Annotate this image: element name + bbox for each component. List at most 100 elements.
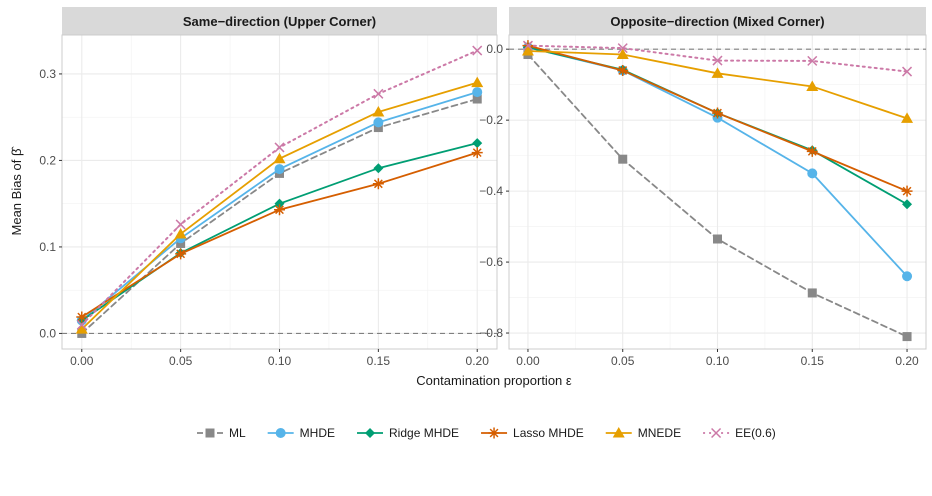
data-point-lasso-mhde <box>901 185 913 197</box>
legend-label: EE(0.6) <box>735 426 776 440</box>
data-point-mhde <box>274 164 285 175</box>
data-point-ee-0-6 <box>807 55 818 66</box>
data-point-ee-0-6 <box>617 43 628 54</box>
panel-opposite-direction: Opposite−direction (Mixed Corner) 0.00 0.… <box>479 7 927 368</box>
series-ee-0-6 <box>522 40 913 77</box>
data-point-mnede <box>711 67 724 78</box>
legend-label: MNEDE <box>638 426 681 440</box>
data-point-ee-0-6 <box>76 319 87 330</box>
y-tick-label: 0.2 <box>39 153 56 167</box>
data-point-ee-0-6 <box>712 55 723 66</box>
y-tick-label: 0.3 <box>39 67 56 81</box>
series-mnede <box>521 44 914 123</box>
data-point-ml <box>176 238 186 248</box>
x-tick-label: 0.10 <box>268 354 292 368</box>
legend-label: Lasso MHDE <box>513 426 584 440</box>
data-point-lasso-mhde <box>76 311 88 323</box>
data-point-ridge-mhde <box>472 138 483 149</box>
data-point-lasso-mhde <box>274 204 285 216</box>
series-ee-0-6 <box>76 45 483 330</box>
data-point-ee-0-6 <box>274 142 285 153</box>
legend-item-mnede: MNEDE <box>605 426 681 440</box>
x-tick-label: 0.05 <box>611 354 635 368</box>
y-tick-label: −0.4 <box>479 184 503 198</box>
data-point-ml <box>618 154 628 164</box>
panel-strip <box>509 7 926 35</box>
data-point-ridge-mhde <box>902 199 913 210</box>
legend-item-ee-0-6: EE(0.6) <box>703 426 776 440</box>
tick-labels: 0.00 0.05 0.10 0.15 0.20 0.0 −0.2 −0.4 −0.6 −0.8 <box>479 42 919 368</box>
x-tick-label: 0.05 <box>169 354 193 368</box>
legend-key-marker <box>275 428 286 438</box>
y-tick-label: −0.2 <box>479 113 503 127</box>
series-group <box>75 45 484 338</box>
series-mnede <box>75 76 484 334</box>
data-point-mhde <box>807 168 818 179</box>
legend-key-marker <box>612 427 625 438</box>
legend-label: Ridge MHDE <box>389 426 459 440</box>
data-point-mhde <box>902 271 913 282</box>
data-point-mnede <box>75 323 88 334</box>
data-point-lasso-mhde <box>175 248 187 260</box>
legend-key-marker <box>488 427 500 439</box>
legend: ML MHDE Ridge MHDE Lasso MHDE MNEDE EE(0.6) <box>197 426 776 440</box>
legend-item-lasso-mhde: Lasso MHDE <box>481 426 584 440</box>
data-point-ml <box>807 288 817 298</box>
panel-title: Opposite−direction (Mixed Corner) <box>610 14 824 29</box>
data-point-ml <box>472 94 482 104</box>
data-point-mnede <box>372 105 385 117</box>
legend-item-ridge-mhde: Ridge MHDE <box>357 426 459 440</box>
data-point-ee-0-6 <box>522 40 533 51</box>
data-point-lasso-mhde <box>617 64 629 76</box>
data-point-lasso-mhde <box>372 178 384 190</box>
y-axis-title-symbol: β̂ <box>9 146 24 156</box>
legend-label: MHDE <box>300 426 335 440</box>
x-tick-label: 0.20 <box>466 354 490 368</box>
data-point-mhde <box>373 117 384 128</box>
tick-labels: 0.00 0.05 0.10 0.15 0.20 0.0 0.1 0.2 0.3 <box>39 67 489 368</box>
data-point-ee-0-6 <box>472 45 483 56</box>
data-point-mnede <box>521 44 534 56</box>
data-point-ee-0-6 <box>373 88 384 99</box>
data-point-mnede <box>174 227 187 239</box>
data-point-mnede <box>273 152 286 164</box>
data-point-mnede <box>806 80 819 91</box>
x-tick-label: 0.15 <box>367 354 391 368</box>
data-point-mnede <box>901 112 914 123</box>
legend-key-marker <box>365 428 376 438</box>
data-point-ml <box>713 234 722 244</box>
x-tick-label: 0.20 <box>895 354 919 368</box>
legend-item-mhde: MHDE <box>267 426 335 440</box>
data-point-lasso-mhde <box>712 107 723 119</box>
data-point-ee-0-6 <box>902 66 913 77</box>
x-axis-title: Contamination proportion ε <box>416 373 572 388</box>
data-point-ml <box>902 332 912 342</box>
y-tick-label: 0.0 <box>39 326 56 340</box>
series-group <box>521 40 914 342</box>
data-point-ridge-mhde <box>373 163 384 174</box>
panel-same-direction: Same−direction (Upper Corner) 0.00 0.05 0.… <box>39 7 498 368</box>
data-point-mnede <box>616 48 629 60</box>
series-lasso-mhde <box>76 147 483 323</box>
legend-key-marker <box>205 428 215 438</box>
x-tick-label: 0.00 <box>70 354 94 368</box>
x-tick-label: 0.10 <box>706 354 730 368</box>
legend-label: ML <box>229 426 246 440</box>
data-point-ee-0-6 <box>175 219 186 230</box>
data-point-mnede <box>471 76 484 88</box>
panel-title: Same−direction (Upper Corner) <box>183 14 376 29</box>
y-tick-label: 0.0 <box>486 42 503 56</box>
y-axis-title: Mean Bias of β̂ <box>9 146 24 236</box>
x-tick-label: 0.00 <box>516 354 540 368</box>
data-point-lasso-mhde <box>806 145 818 157</box>
y-tick-label: 0.1 <box>39 240 56 254</box>
y-axis-title-text: Mean Bias of <box>9 159 24 235</box>
legend-key-marker <box>711 427 722 439</box>
x-tick-label: 0.15 <box>801 354 825 368</box>
data-point-lasso-mhde <box>471 147 483 159</box>
legend-item-ml: ML <box>197 426 246 440</box>
data-point-ml <box>373 123 383 133</box>
data-point-mhde <box>472 87 483 98</box>
panel-strip <box>62 7 497 35</box>
y-tick-label: −0.6 <box>479 255 503 269</box>
